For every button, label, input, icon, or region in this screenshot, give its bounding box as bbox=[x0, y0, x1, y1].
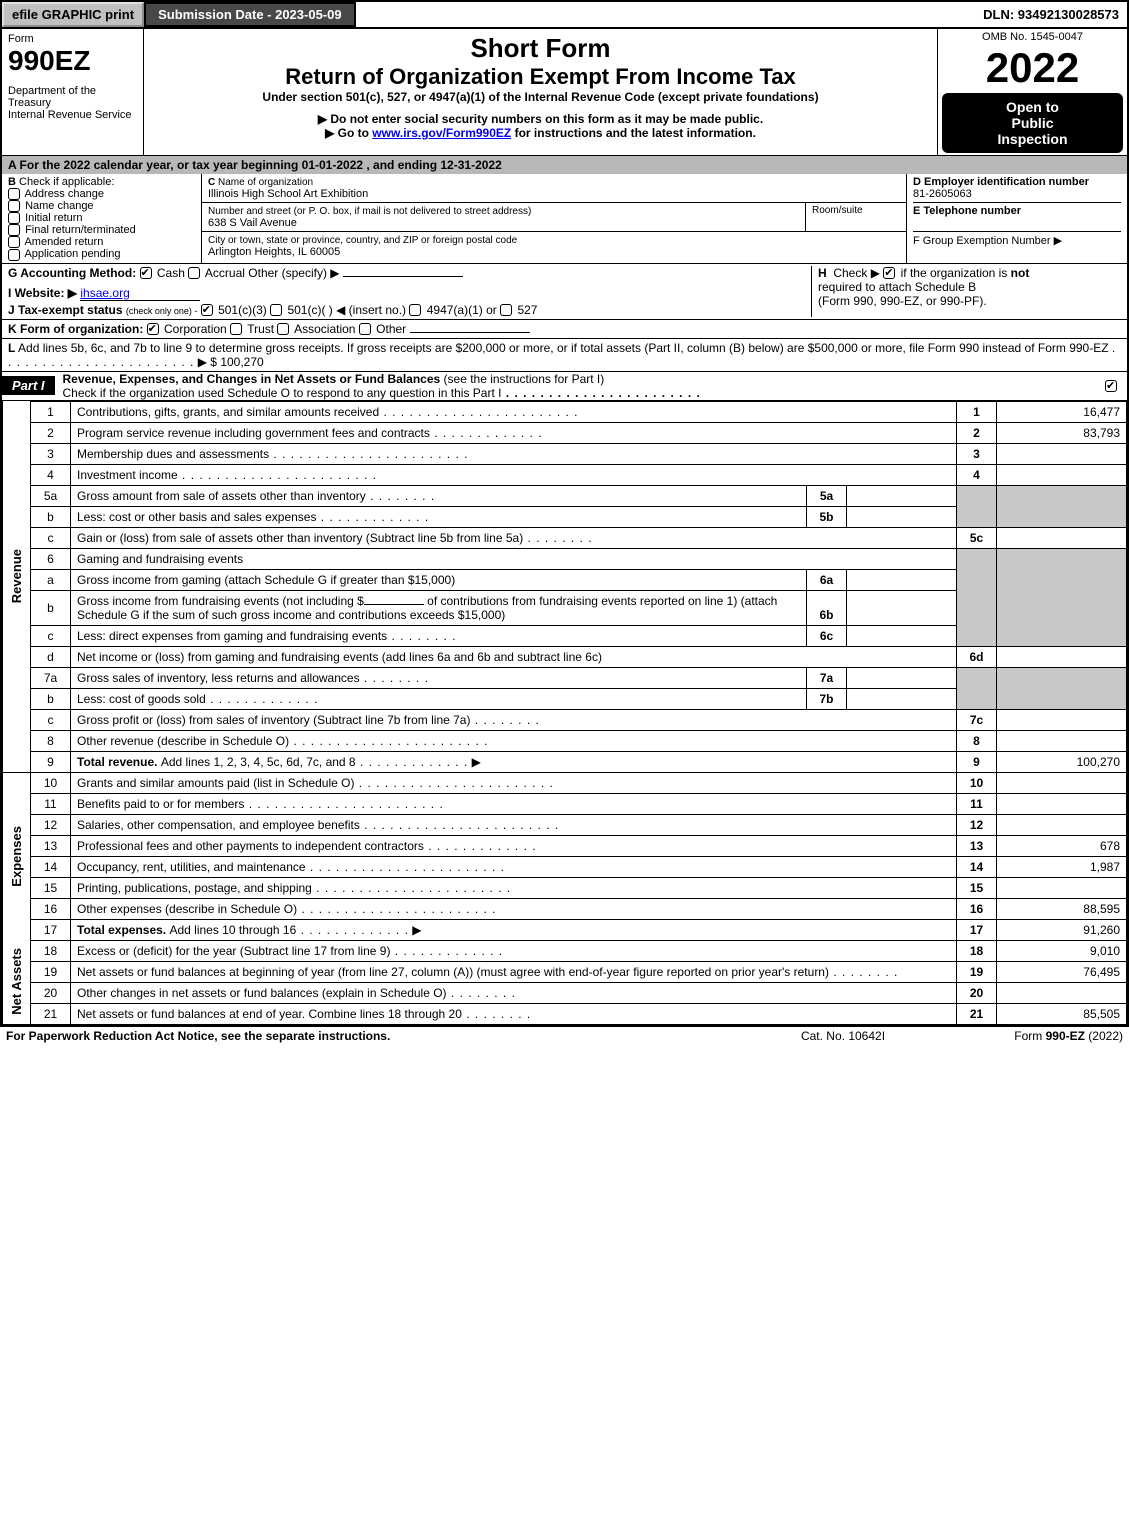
line-18-amount: 9,010 bbox=[997, 940, 1127, 961]
phone-label: E Telephone number bbox=[913, 205, 1021, 217]
line-13-amount: 678 bbox=[997, 835, 1127, 856]
expenses-vertical-label: Expenses bbox=[9, 822, 24, 891]
line-19-amount: 76,495 bbox=[997, 961, 1127, 982]
top-bar: efile GRAPHIC print Submission Date - 20… bbox=[2, 2, 1127, 29]
part-1-header: Part I Revenue, Expenses, and Changes in… bbox=[2, 371, 1127, 401]
checkbox-accrual[interactable] bbox=[188, 267, 200, 279]
form-number: 990EZ bbox=[8, 45, 137, 77]
under-section: Under section 501(c), 527, or 4947(a)(1)… bbox=[152, 90, 929, 104]
checkbox-cash[interactable] bbox=[140, 267, 152, 279]
revenue-table: Revenue 1 Contributions, gifts, grants, … bbox=[2, 401, 1127, 1025]
revenue-vertical-label: Revenue bbox=[9, 545, 24, 607]
checkbox-amended[interactable] bbox=[8, 236, 20, 248]
checkbox-other-org[interactable] bbox=[359, 323, 371, 335]
gross-receipts-amount: 100,270 bbox=[220, 355, 263, 369]
goto-note: ▶ Go to www.irs.gov/Form990EZ for instru… bbox=[152, 126, 929, 140]
dln-label: DLN: 93492130028573 bbox=[975, 2, 1127, 27]
form-header: Form 990EZ Department of the Treasury In… bbox=[2, 29, 1127, 156]
form-990ez-page: efile GRAPHIC print Submission Date - 20… bbox=[0, 0, 1129, 1027]
checkbox-527[interactable] bbox=[500, 304, 512, 316]
checkbox-initial-return[interactable] bbox=[8, 212, 20, 224]
checkbox-4947[interactable] bbox=[409, 304, 421, 316]
submission-date-button[interactable]: Submission Date - 2023-05-09 bbox=[144, 2, 356, 27]
org-street: 638 S Vail Avenue bbox=[208, 217, 297, 229]
netassets-vertical-label: Net Assets bbox=[9, 944, 24, 1019]
ein-value: 81-2605063 bbox=[913, 188, 972, 200]
page-footer: For Paperwork Reduction Act Notice, see … bbox=[0, 1027, 1129, 1045]
checkbox-association[interactable] bbox=[277, 323, 289, 335]
group-exemption-label: F Group Exemption Number ▶ bbox=[913, 235, 1062, 247]
checkbox-address-change[interactable] bbox=[8, 188, 20, 200]
checkbox-501c[interactable] bbox=[270, 304, 282, 316]
efile-print-button[interactable]: efile GRAPHIC print bbox=[2, 2, 144, 27]
ein-label: D Employer identification number bbox=[913, 176, 1089, 188]
checkbox-pending[interactable] bbox=[8, 249, 20, 261]
return-title: Return of Organization Exempt From Incom… bbox=[152, 64, 929, 90]
room-suite-label: Room/suite bbox=[806, 203, 906, 231]
checkbox-trust[interactable] bbox=[230, 323, 242, 335]
line-1-amount: 16,477 bbox=[997, 401, 1127, 422]
irs-label: Internal Revenue Service bbox=[8, 109, 137, 121]
line-14-amount: 1,987 bbox=[997, 856, 1127, 877]
form-label: Form bbox=[8, 33, 137, 45]
section-a-tax-year: A For the 2022 calendar year, or tax yea… bbox=[2, 156, 1127, 174]
open-to-public: Open to Public Inspection bbox=[942, 93, 1123, 153]
line-21-amount: 85,505 bbox=[997, 1003, 1127, 1024]
tax-year: 2022 bbox=[942, 47, 1123, 89]
short-form-title: Short Form bbox=[152, 33, 929, 64]
org-city: Arlington Heights, IL 60005 bbox=[208, 246, 340, 258]
dept-label: Department of the Treasury bbox=[8, 85, 137, 109]
irs-link[interactable]: www.irs.gov/Form990EZ bbox=[372, 126, 511, 140]
org-name: Illinois High School Art Exhibition bbox=[208, 188, 368, 200]
omb-number: OMB No. 1545-0047 bbox=[942, 31, 1123, 43]
checkbox-501c3[interactable] bbox=[201, 304, 213, 316]
checkbox-corporation[interactable] bbox=[147, 323, 159, 335]
line-16-amount: 88,595 bbox=[997, 898, 1127, 919]
no-ssn-note: ▶ Do not enter social security numbers o… bbox=[152, 112, 929, 126]
line-17-total-expenses: 91,260 bbox=[997, 919, 1127, 940]
checkbox-schedule-o[interactable] bbox=[1105, 380, 1117, 392]
section-bcdef: B Check if applicable: Address change Na… bbox=[2, 174, 1127, 264]
checkbox-final-return[interactable] bbox=[8, 224, 20, 236]
website-link[interactable]: ihsae.org bbox=[80, 286, 200, 301]
line-2-amount: 83,793 bbox=[997, 422, 1127, 443]
checkbox-name-change[interactable] bbox=[8, 200, 20, 212]
checkbox-schedule-b[interactable] bbox=[883, 267, 895, 279]
line-9-total-revenue: 100,270 bbox=[997, 751, 1127, 772]
